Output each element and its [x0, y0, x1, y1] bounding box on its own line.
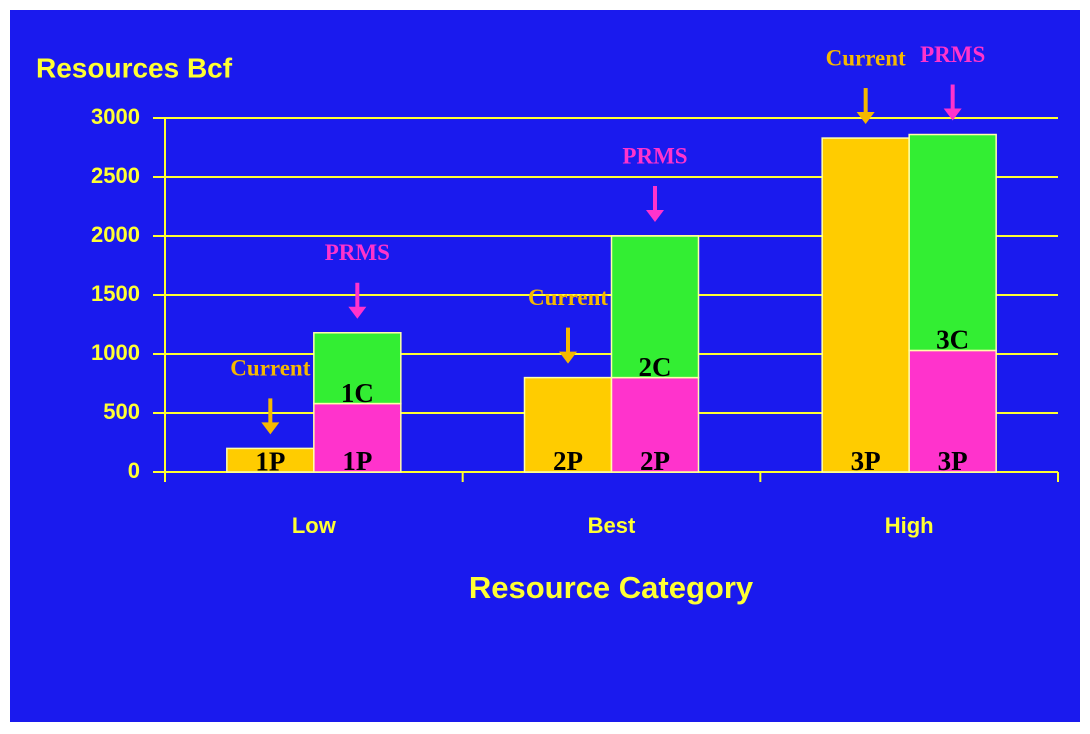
- bar-label: 1C: [341, 378, 374, 408]
- series-annotation: Current: [826, 45, 906, 70]
- series-annotation: PRMS: [325, 240, 390, 265]
- y-tick-label: 3000: [91, 104, 140, 129]
- arrow-head: [856, 112, 875, 125]
- chart-title: Resources Bcf: [36, 52, 233, 83]
- arrow-head: [261, 422, 280, 435]
- bar-label: 1P: [342, 446, 372, 476]
- bar-label: 3P: [851, 446, 881, 476]
- arrow-head: [646, 210, 664, 222]
- bar-label: 2P: [640, 446, 670, 476]
- bar-label: 2P: [553, 446, 583, 476]
- arrow-head: [559, 351, 577, 364]
- series-annotation: PRMS: [920, 42, 985, 67]
- bar-label: 2C: [639, 352, 672, 382]
- bar: [313, 332, 402, 405]
- x-tick-label: Best: [588, 513, 636, 538]
- y-tick-label: 0: [128, 458, 140, 483]
- y-tick-label: 1500: [91, 281, 140, 306]
- series-annotation: PRMS: [622, 143, 687, 168]
- arrow-head: [943, 108, 962, 121]
- bar-label: 3P: [938, 446, 968, 476]
- bar: [821, 137, 910, 473]
- x-axis-label: Resource Category: [469, 570, 754, 605]
- bar: [523, 376, 613, 473]
- y-tick-label: 1000: [91, 340, 140, 365]
- bar-label: 3C: [936, 325, 969, 355]
- series-annotation: Current: [528, 285, 608, 310]
- bar: [908, 349, 997, 473]
- x-tick-label: High: [885, 513, 934, 538]
- bar: [610, 235, 700, 379]
- bar-label: 1P: [255, 446, 285, 476]
- series-annotation: Current: [230, 356, 310, 381]
- y-tick-label: 500: [103, 399, 140, 424]
- bar: [908, 133, 997, 352]
- y-tick-label: 2500: [91, 163, 140, 188]
- y-tick-label: 2000: [91, 222, 140, 247]
- bar: [610, 376, 700, 473]
- arrow-head: [348, 306, 367, 319]
- x-tick-label: Low: [292, 513, 337, 538]
